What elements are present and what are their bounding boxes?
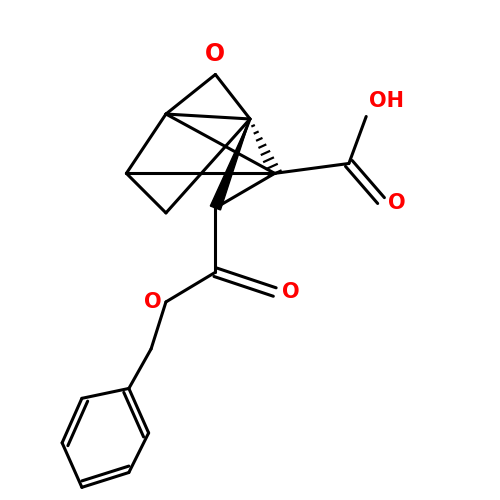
Text: O: O <box>144 292 162 312</box>
Text: OH: OH <box>368 90 404 110</box>
Text: O: O <box>282 282 300 302</box>
Polygon shape <box>210 119 250 210</box>
Text: O: O <box>388 193 406 213</box>
Text: O: O <box>206 42 226 66</box>
